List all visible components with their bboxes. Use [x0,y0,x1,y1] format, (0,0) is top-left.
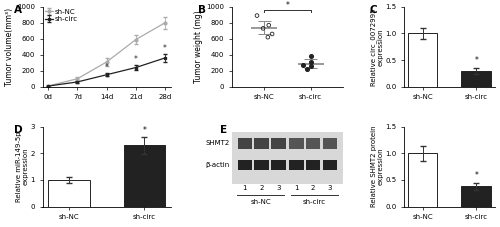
Bar [124,145,165,207]
Point [253,14,261,17]
Bar [322,138,337,149]
Y-axis label: Relative SHMT2 protein
expression: Relative SHMT2 protein expression [370,126,384,207]
Text: β-actin: β-actin [205,162,230,168]
Bar [254,138,269,149]
Text: 3: 3 [276,185,280,191]
Point [268,32,276,36]
Y-axis label: Tumor weight (mg): Tumor weight (mg) [194,10,203,83]
Text: B: B [198,5,206,15]
Bar [271,138,285,149]
Text: *: * [134,55,138,64]
Text: 3: 3 [328,185,332,191]
Y-axis label: Tumor volume(mm³): Tumor volume(mm³) [5,8,14,86]
Bar [254,160,269,170]
Point [259,27,267,30]
Y-axis label: Relative circ_0072995
expression: Relative circ_0072995 expression [370,8,384,86]
Bar [48,180,90,207]
Text: D: D [14,125,23,135]
Legend: sh-NC, sh-circ: sh-NC, sh-circ [44,8,79,23]
Bar [289,160,304,170]
Bar [306,160,320,170]
Text: C: C [370,5,377,15]
Point [306,64,314,68]
Text: *: * [104,63,108,72]
Text: sh-circ: sh-circ [302,199,326,205]
Text: 2: 2 [311,185,316,191]
Text: *: * [142,126,146,135]
Text: E: E [220,125,228,135]
Text: *: * [474,56,478,65]
Text: SHMT2: SHMT2 [205,141,230,146]
Bar [306,138,320,149]
Bar [289,138,304,149]
Bar [238,138,252,149]
Text: *: * [163,44,167,53]
Bar [238,160,252,170]
Text: 2: 2 [260,185,264,191]
Point [264,35,272,39]
Text: 1: 1 [294,185,298,191]
Text: A: A [14,5,22,15]
Bar [462,71,491,87]
Point [308,54,316,57]
Text: 1: 1 [242,185,247,191]
Bar [408,33,438,87]
Bar [408,153,438,207]
Bar [232,132,343,184]
Bar [322,160,337,170]
Bar [462,186,491,207]
Point [265,23,273,27]
Y-axis label: Relative miR-149-5p
expression: Relative miR-149-5p expression [16,131,29,202]
Point [300,63,308,67]
Point [306,60,314,64]
Text: *: * [474,171,478,180]
Text: *: * [286,1,290,10]
Text: sh-NC: sh-NC [250,199,271,205]
Bar [271,160,285,170]
Point [303,67,311,71]
